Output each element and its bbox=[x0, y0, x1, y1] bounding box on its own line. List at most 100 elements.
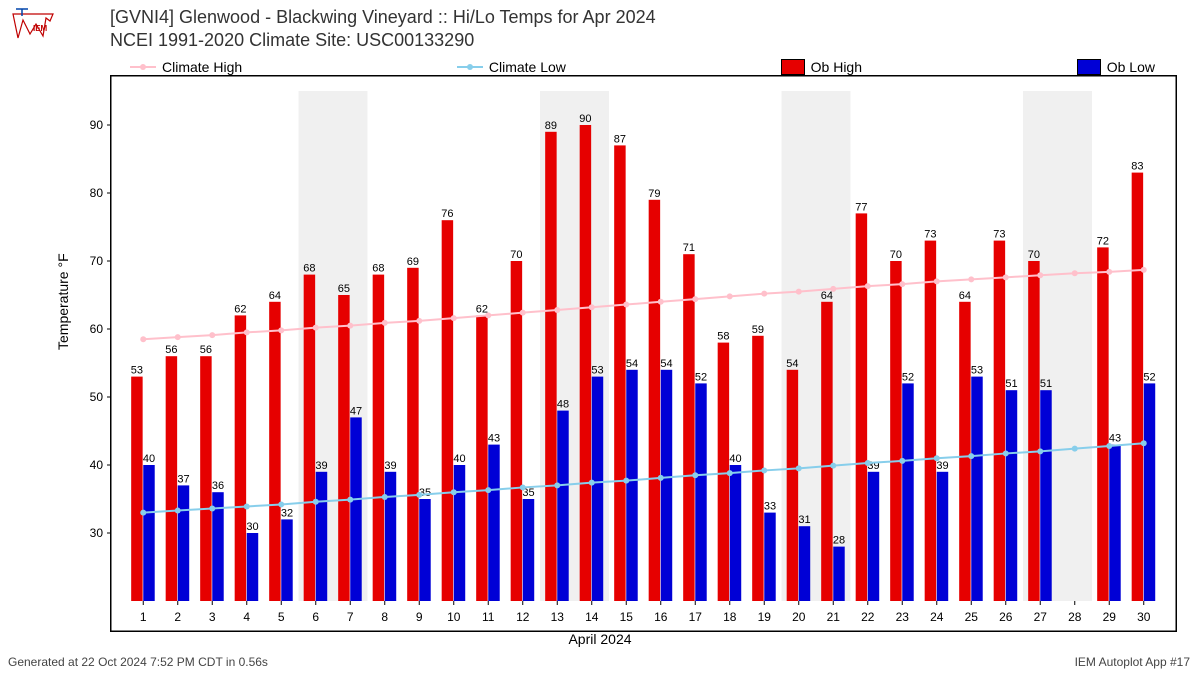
svg-text:70: 70 bbox=[1028, 249, 1040, 261]
svg-text:56: 56 bbox=[165, 344, 177, 356]
svg-text:26: 26 bbox=[999, 610, 1013, 624]
svg-text:64: 64 bbox=[959, 290, 971, 302]
title-line-1: [GVNI4] Glenwood - Blackwing Vineyard ::… bbox=[110, 6, 656, 29]
svg-text:30: 30 bbox=[90, 526, 104, 540]
legend: Climate High Climate Low Ob High Ob Low bbox=[110, 58, 1175, 76]
svg-text:39: 39 bbox=[315, 460, 327, 472]
svg-text:13: 13 bbox=[551, 610, 565, 624]
svg-text:90: 90 bbox=[90, 118, 104, 132]
svg-text:7: 7 bbox=[347, 610, 354, 624]
svg-text:51: 51 bbox=[1040, 378, 1052, 390]
svg-text:70: 70 bbox=[890, 249, 902, 261]
svg-text:62: 62 bbox=[234, 303, 246, 315]
svg-text:73: 73 bbox=[924, 229, 936, 241]
svg-text:83: 83 bbox=[1131, 161, 1143, 173]
svg-text:68: 68 bbox=[372, 263, 384, 275]
svg-text:76: 76 bbox=[441, 208, 453, 220]
svg-text:4: 4 bbox=[243, 610, 250, 624]
title-line-2: NCEI 1991-2020 Climate Site: USC00133290 bbox=[110, 29, 656, 52]
svg-text:5: 5 bbox=[278, 610, 285, 624]
svg-text:39: 39 bbox=[936, 460, 948, 472]
x-axis-label: April 2024 bbox=[0, 631, 1200, 647]
svg-text:70: 70 bbox=[90, 254, 104, 268]
svg-text:52: 52 bbox=[1143, 371, 1155, 383]
svg-text:71: 71 bbox=[683, 242, 695, 254]
svg-text:21: 21 bbox=[827, 610, 841, 624]
svg-text:40: 40 bbox=[729, 453, 741, 465]
svg-text:2: 2 bbox=[174, 610, 181, 624]
svg-text:65: 65 bbox=[338, 283, 350, 295]
svg-text:10: 10 bbox=[447, 610, 461, 624]
y-axis-label: Temperature °F bbox=[55, 253, 71, 350]
svg-text:77: 77 bbox=[855, 201, 867, 213]
svg-text:25: 25 bbox=[965, 610, 979, 624]
svg-text:79: 79 bbox=[648, 188, 660, 200]
svg-text:3: 3 bbox=[209, 610, 216, 624]
svg-text:87: 87 bbox=[614, 133, 626, 145]
svg-text:50: 50 bbox=[90, 390, 104, 404]
svg-text:89: 89 bbox=[545, 120, 557, 132]
svg-text:72: 72 bbox=[1097, 235, 1109, 247]
svg-text:33: 33 bbox=[764, 501, 776, 513]
svg-text:43: 43 bbox=[1109, 433, 1121, 445]
svg-text:15: 15 bbox=[620, 610, 634, 624]
svg-text:27: 27 bbox=[1034, 610, 1048, 624]
svg-text:52: 52 bbox=[902, 371, 914, 383]
svg-text:24: 24 bbox=[930, 610, 944, 624]
svg-text:16: 16 bbox=[654, 610, 668, 624]
svg-text:54: 54 bbox=[660, 358, 672, 370]
svg-text:IEM: IEM bbox=[33, 24, 48, 33]
svg-text:58: 58 bbox=[717, 331, 729, 343]
svg-text:29: 29 bbox=[1103, 610, 1117, 624]
svg-text:32: 32 bbox=[281, 507, 293, 519]
svg-text:68: 68 bbox=[303, 263, 315, 275]
svg-text:60: 60 bbox=[90, 322, 104, 336]
svg-text:22: 22 bbox=[861, 610, 875, 624]
svg-text:19: 19 bbox=[758, 610, 772, 624]
svg-text:6: 6 bbox=[312, 610, 319, 624]
svg-text:53: 53 bbox=[591, 365, 603, 377]
svg-text:28: 28 bbox=[1068, 610, 1082, 624]
svg-text:36: 36 bbox=[212, 480, 224, 492]
svg-text:51: 51 bbox=[1005, 378, 1017, 390]
svg-text:64: 64 bbox=[269, 290, 281, 302]
svg-text:9: 9 bbox=[416, 610, 423, 624]
svg-text:31: 31 bbox=[798, 514, 810, 526]
svg-text:17: 17 bbox=[689, 610, 703, 624]
svg-text:11: 11 bbox=[482, 610, 495, 624]
svg-text:47: 47 bbox=[350, 405, 362, 417]
svg-text:54: 54 bbox=[786, 358, 798, 370]
svg-text:28: 28 bbox=[833, 535, 845, 547]
footer-app-id: IEM Autoplot App #17 bbox=[1075, 655, 1190, 669]
temperature-chart: 3040506070809012345678910111213141516171… bbox=[110, 75, 1177, 632]
svg-text:52: 52 bbox=[695, 371, 707, 383]
footer-generated: Generated at 22 Oct 2024 7:52 PM CDT in … bbox=[8, 655, 268, 669]
svg-text:30: 30 bbox=[1137, 610, 1151, 624]
svg-text:43: 43 bbox=[488, 433, 500, 445]
svg-text:59: 59 bbox=[752, 324, 764, 336]
svg-text:56: 56 bbox=[200, 344, 212, 356]
svg-text:90: 90 bbox=[579, 113, 591, 125]
svg-text:37: 37 bbox=[177, 473, 189, 485]
legend-climate-high: Climate High bbox=[130, 59, 242, 75]
legend-ob-low: Ob Low bbox=[1077, 59, 1155, 75]
svg-text:8: 8 bbox=[381, 610, 388, 624]
svg-text:30: 30 bbox=[246, 521, 258, 533]
svg-text:53: 53 bbox=[131, 365, 143, 377]
svg-text:40: 40 bbox=[143, 453, 155, 465]
svg-text:40: 40 bbox=[90, 458, 104, 472]
svg-text:48: 48 bbox=[557, 399, 569, 411]
legend-climate-low: Climate Low bbox=[457, 59, 566, 75]
svg-text:69: 69 bbox=[407, 256, 419, 268]
svg-text:20: 20 bbox=[792, 610, 806, 624]
svg-text:53: 53 bbox=[971, 365, 983, 377]
svg-text:23: 23 bbox=[896, 610, 910, 624]
svg-text:70: 70 bbox=[510, 249, 522, 261]
chart-title: [GVNI4] Glenwood - Blackwing Vineyard ::… bbox=[110, 6, 656, 53]
svg-text:40: 40 bbox=[453, 453, 465, 465]
svg-text:54: 54 bbox=[626, 358, 638, 370]
svg-text:18: 18 bbox=[723, 610, 737, 624]
svg-text:14: 14 bbox=[585, 610, 599, 624]
iem-logo: IEM bbox=[8, 6, 58, 46]
svg-text:1: 1 bbox=[140, 610, 147, 624]
